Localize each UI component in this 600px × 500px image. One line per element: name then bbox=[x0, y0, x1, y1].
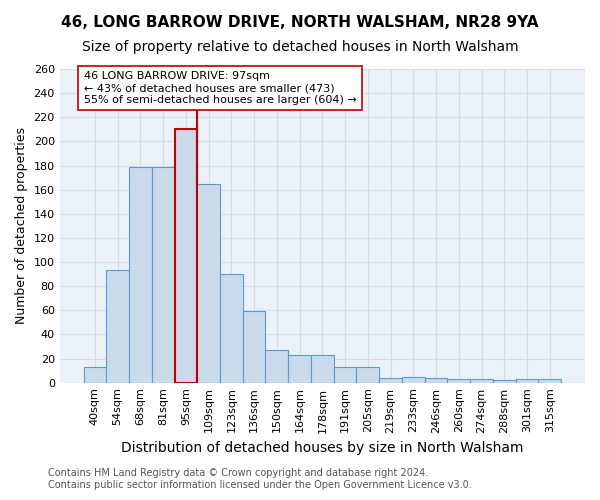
Bar bbox=[197, 184, 220, 382]
Bar bbox=[538, 379, 561, 382]
Text: 46 LONG BARROW DRIVE: 97sqm
← 43% of detached houses are smaller (473)
55% of se: 46 LONG BARROW DRIVE: 97sqm ← 43% of det… bbox=[83, 72, 356, 104]
Bar bbox=[515, 379, 538, 382]
Bar bbox=[243, 312, 265, 382]
Bar bbox=[448, 379, 470, 382]
Bar bbox=[334, 367, 356, 382]
Bar bbox=[175, 130, 197, 382]
Bar bbox=[379, 378, 402, 382]
Y-axis label: Number of detached properties: Number of detached properties bbox=[15, 128, 28, 324]
Bar bbox=[106, 270, 129, 382]
Bar bbox=[152, 166, 175, 382]
Bar bbox=[402, 376, 425, 382]
Bar bbox=[220, 274, 243, 382]
Bar bbox=[311, 355, 334, 382]
Bar bbox=[493, 380, 515, 382]
Text: 46, LONG BARROW DRIVE, NORTH WALSHAM, NR28 9YA: 46, LONG BARROW DRIVE, NORTH WALSHAM, NR… bbox=[61, 15, 539, 30]
Bar bbox=[470, 379, 493, 382]
Bar bbox=[425, 378, 448, 382]
Bar bbox=[83, 367, 106, 382]
X-axis label: Distribution of detached houses by size in North Walsham: Distribution of detached houses by size … bbox=[121, 441, 524, 455]
Text: Size of property relative to detached houses in North Walsham: Size of property relative to detached ho… bbox=[82, 40, 518, 54]
Bar bbox=[288, 355, 311, 382]
Bar bbox=[356, 367, 379, 382]
Bar bbox=[129, 166, 152, 382]
Text: Contains HM Land Registry data © Crown copyright and database right 2024.
Contai: Contains HM Land Registry data © Crown c… bbox=[48, 468, 472, 490]
Bar bbox=[265, 350, 288, 382]
